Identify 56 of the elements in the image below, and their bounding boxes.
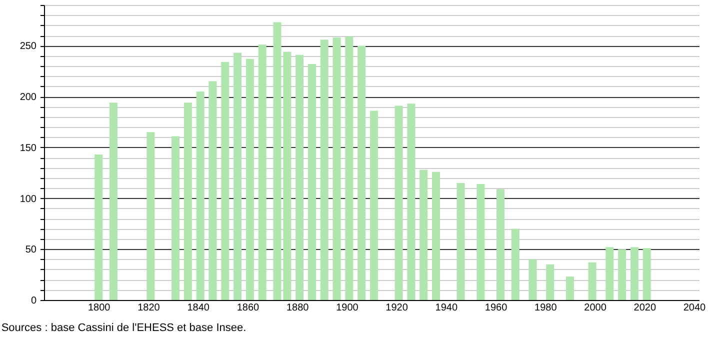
bar [606,247,614,300]
x-tick-label: 2000 [584,302,607,314]
x-tick-label: 1860 [236,302,260,314]
x-tick-label: 1980 [534,302,558,314]
x-tick-label: 1940 [435,302,458,314]
bar [184,102,192,300]
x-tick-label: 2020 [634,302,656,314]
bar [283,52,292,300]
bar [172,136,180,300]
y-tick-label: 0 [30,296,37,306]
bar [511,228,520,300]
x-tick-label: 1920 [386,302,408,314]
y-tick-label: 200 [20,92,37,104]
x-tick-label: 1900 [336,302,359,314]
bar [296,54,304,300]
bar [528,259,537,300]
bar [546,264,554,300]
bar [234,52,242,300]
bar [630,247,638,300]
bar [642,248,651,300]
bar [273,22,282,300]
bar [588,262,596,300]
x-tick-label: 1840 [187,302,210,314]
bar [221,62,230,300]
y-tick-label: 100 [20,194,37,205]
x-tick-label: 1880 [286,302,310,314]
bar [208,81,217,300]
x-tick-label: 2040 [683,302,706,314]
bar [94,154,103,300]
y-tick-label: 50 [25,244,37,256]
bar [618,249,626,300]
bar [358,46,366,300]
x-tick-label: 1960 [484,302,508,314]
x-tick-label: 1820 [138,302,160,314]
bar [320,40,328,300]
bar [345,36,354,300]
x-tick-label: 1800 [88,302,111,314]
bar [258,44,266,300]
bar [420,170,428,300]
bar [332,38,341,300]
y-tick-label: 250 [20,41,37,52]
bar [308,64,316,300]
bar [456,183,465,300]
bar [476,184,485,300]
bar [566,276,574,300]
bar [370,110,378,300]
source-note: Sources : base Cassini de l'EHESS et base Insee. [1,322,246,334]
bar [110,102,118,300]
bar [394,106,403,300]
bar [407,104,416,300]
bar [432,172,440,300]
bar [196,91,204,300]
bar [246,58,254,300]
bar [496,189,504,300]
y-tick-label: 150 [20,142,37,154]
bar [146,132,155,300]
